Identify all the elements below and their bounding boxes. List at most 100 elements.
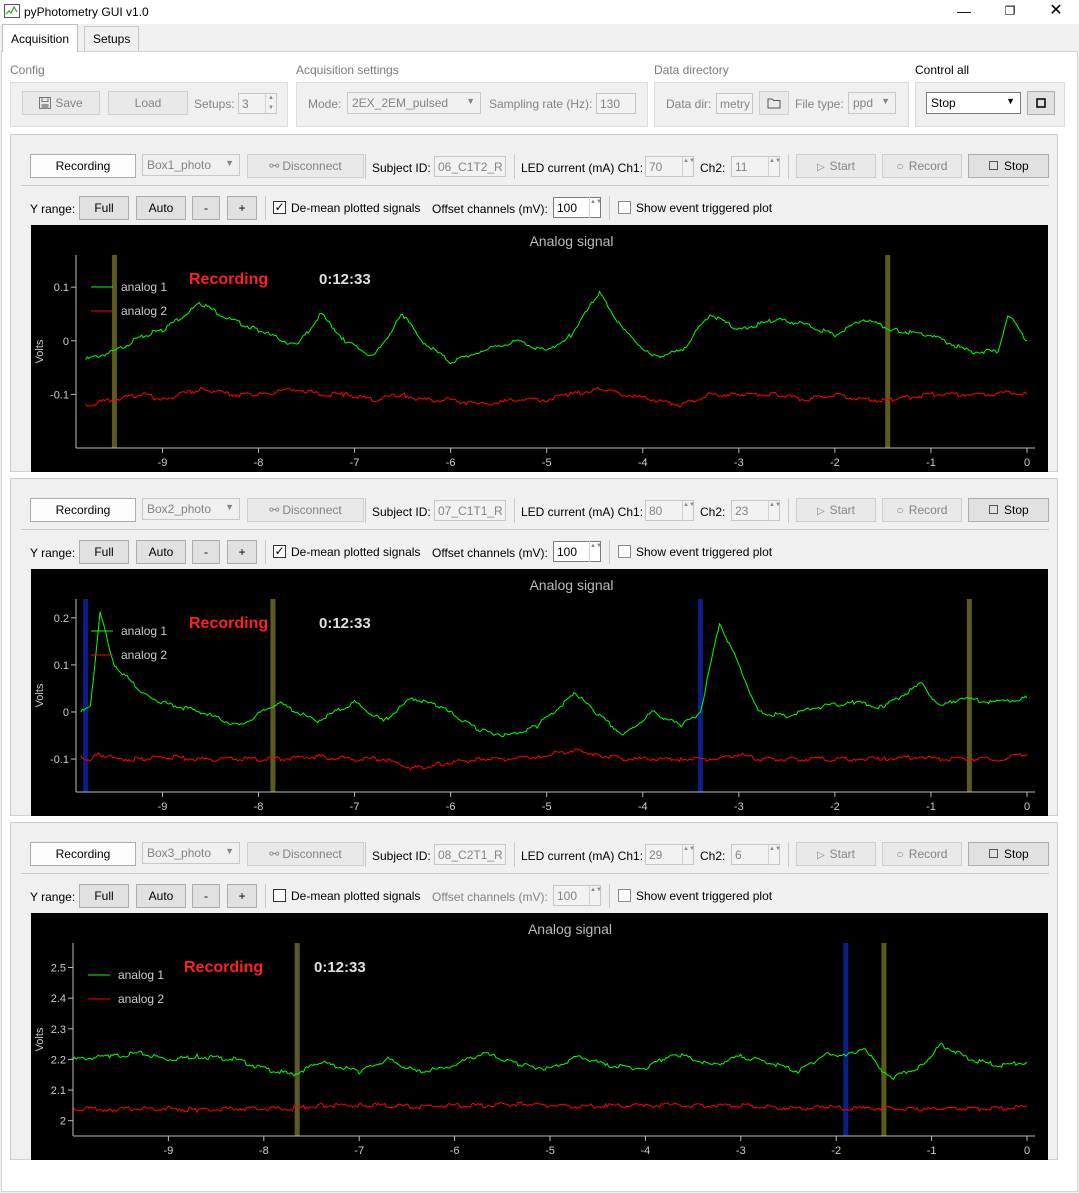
led-ch1-spinbox[interactable]: 80 [645,500,694,521]
analog-signal-plot[interactable]: -9 -8 -7 -6 -5 -4 -3 -2 -1 0 0.1 0 -0.1 Volts Analog s… [31,225,1048,472]
led-ch1-spin-arrows[interactable]: ▲▼ [682,156,695,177]
box-value: Box1_photo [147,158,212,172]
folder-icon [767,98,781,109]
x-tick-label: -3 [736,1145,746,1157]
y-zoom-out-button[interactable]: - [192,540,220,564]
setups-spinbox[interactable]: 3 [238,93,277,114]
stop-button[interactable]: ☐ Stop [968,498,1049,522]
box-select[interactable]: Box3_photo ▼ [142,842,240,864]
y-range-full-button[interactable]: Full [79,884,129,908]
series-line-2 [85,386,1028,408]
stop-button[interactable]: ☐ Stop [968,842,1049,866]
mode-label: Mode: [308,97,342,111]
subject-id-field[interactable]: 07_C1T1_R [434,500,506,521]
start-button[interactable]: ▷ Start [796,842,876,866]
offset-spin-arrows[interactable]: ▲▼ [589,197,602,218]
recording-button[interactable]: Recording [30,154,136,178]
y-range-auto-button[interactable]: Auto [136,540,186,564]
record-button[interactable]: ○ Record [882,842,962,866]
event-triggered-checkbox[interactable] [618,201,631,214]
start-button[interactable]: ▷ Start [796,498,876,522]
subject-id-field[interactable]: 08_C2T1_R [434,844,506,865]
y-zoom-out-button[interactable]: - [192,196,220,220]
series-line-1 [80,611,1028,738]
demean-checkbox[interactable]: ✓ [273,544,286,558]
legend-label-2: analog 2 [121,648,167,662]
stop-button[interactable]: ☐ Stop [968,154,1049,178]
record-label: Record [908,503,948,517]
stop-icon [1036,98,1046,108]
led-ch2-spinbox[interactable]: 11 [731,156,780,177]
divider [609,540,610,564]
box-select[interactable]: Box2_photo ▼ [142,498,240,520]
control-all-select[interactable]: Stop ▼ [926,92,1021,114]
led-ch2-spinbox[interactable]: 23 [731,500,780,521]
tab-acquisition[interactable]: Acquisition [2,24,79,52]
recording-time: 0:12:33 [319,615,371,632]
demean-checkbox[interactable]: ✓ [273,200,286,214]
play-icon: ▷ [816,162,825,173]
load-button[interactable]: Load [108,91,188,115]
y-range-auto-button[interactable]: Auto [136,884,186,908]
plot-title: Analog signal [528,921,612,937]
y-zoom-out-button[interactable]: - [192,884,220,908]
plot-title: Analog signal [529,577,613,593]
start-button[interactable]: ▷ Start [796,154,876,178]
led-ch1-spin-arrows[interactable]: ▲▼ [682,500,695,521]
event-triggered-checkbox[interactable] [618,545,631,558]
data-dir-field[interactable]: metry [716,93,753,114]
disconnect-button[interactable]: ⚯ Disconnect [247,154,364,178]
y-zoom-in-button[interactable]: + [227,884,257,908]
series-line-1 [85,290,1028,365]
legend-label-2: analog 2 [118,992,164,1006]
x-tick-label: -4 [638,457,648,469]
recording-status: Recording [184,959,263,976]
offset-channels-label: Offset channels (mV): [432,202,548,216]
led-ch2-spin-arrows[interactable]: ▲▼ [768,156,781,177]
event-triggered-checkbox[interactable] [618,889,631,902]
x-tick-label: -7 [354,1145,364,1157]
disconnect-button[interactable]: ⚯ Disconnect [247,842,364,866]
disconnect-button[interactable]: ⚯ Disconnect [247,498,364,522]
y-zoom-in-button[interactable]: + [227,540,257,564]
tab-setups[interactable]: Setups [84,26,140,51]
box-select[interactable]: Box1_photo ▼ [142,154,240,176]
record-button[interactable]: ○ Record [882,154,962,178]
y-range-auto-button[interactable]: Auto [136,196,186,220]
x-tick-label: 0 [1024,457,1030,469]
recording-button[interactable]: Recording [30,498,136,522]
minimize-button[interactable]: — [957,3,971,19]
browse-folder-button[interactable] [759,91,789,115]
offset-spin-arrows[interactable]: ▲▼ [589,885,602,906]
setup-panel: Recording Box2_photo ▼ ⚯ Disconnect Subject I… [10,478,1058,816]
subject-id-field[interactable]: 06_C1T2_R [434,156,506,177]
led-ch1-spinbox[interactable]: 70 [645,156,694,177]
maximize-button[interactable]: ❐ [1004,4,1016,18]
x-tick-label: -6 [446,801,456,813]
x-tick-label: 0 [1024,801,1030,813]
setups-spin-arrows[interactable]: ▲ ▼ [265,93,276,114]
led-ch2-spin-arrows[interactable]: ▲▼ [768,844,781,865]
mode-select[interactable]: 2EX_2EM_pulsed ▼ [347,92,481,114]
y-tick-label: 0 [63,707,69,719]
recording-button[interactable]: Recording [30,842,136,866]
sampling-rate-field[interactable]: 130 [596,93,636,114]
y-range-label: Y range: [30,546,76,560]
y-range-full-button[interactable]: Full [79,540,129,564]
analog-signal-plot[interactable]: -9 -8 -7 -6 -5 -4 -3 -2 -1 0 0.2 0.1 0 -0.1 Volts Analo… [31,569,1048,816]
offset-spin-arrows[interactable]: ▲▼ [589,541,602,562]
close-button[interactable]: ✕ [1049,2,1063,19]
save-button[interactable]: Save [22,91,100,115]
y-range-full-button[interactable]: Full [79,196,129,220]
y-zoom-in-button[interactable]: + [227,196,257,220]
stop-all-button[interactable] [1027,91,1055,115]
led-ch1-spin-arrows[interactable]: ▲▼ [682,844,695,865]
demean-checkbox[interactable] [273,889,286,902]
led-ch2-spinbox[interactable]: 6 [731,844,780,865]
record-button[interactable]: ○ Record [882,498,962,522]
analog-signal-plot[interactable]: -9 -8 -7 -6 -5 -4 -3 -2 -1 0 2.5 2.4 2.3 2.2 2.1 2 Volts… [31,913,1048,1160]
file-type-select[interactable]: ppd ▼ [848,92,896,114]
led-ch1-spinbox[interactable]: 29 [645,844,694,865]
box-value: Box2_photo [147,502,212,516]
led-ch2-spin-arrows[interactable]: ▲▼ [768,500,781,521]
